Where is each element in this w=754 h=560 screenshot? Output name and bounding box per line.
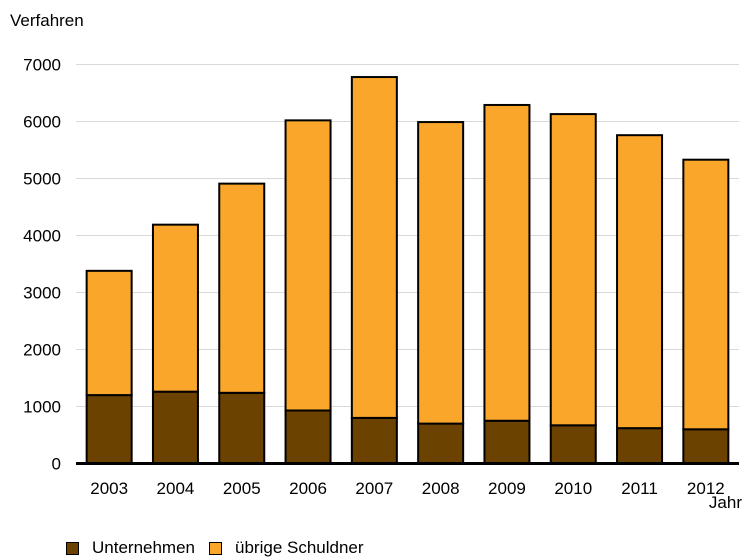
x-tick-label-2006: 2006 [289, 479, 327, 498]
bar-2003-series-1 [85, 269, 133, 397]
x-tick-label-2009: 2009 [488, 479, 526, 498]
bar-2012-series-1 [682, 158, 730, 431]
bar-2005-series-1 [218, 182, 266, 394]
y-tick-label-0: 0 [52, 455, 61, 474]
y-tick-label-4000: 4000 [23, 227, 61, 246]
legend-swatch-unternehmen [66, 541, 79, 555]
bar-2007-series-0 [350, 416, 398, 465]
bar-2011-series-0 [616, 427, 664, 465]
bar-2008-series-1 [417, 121, 465, 425]
bar-2006-series-0 [284, 409, 332, 465]
x-tick-label-2003: 2003 [90, 479, 128, 498]
bar-2011-series-1 [616, 134, 664, 430]
y-tick-label-5000: 5000 [23, 170, 61, 189]
y-tick-label-6000: 6000 [23, 113, 61, 132]
bar-2010-series-0 [549, 424, 597, 465]
legend-item-unternehmen: Unternehmen [66, 538, 195, 558]
x-tick-label-2005: 2005 [223, 479, 261, 498]
bar-2004-series-1 [151, 223, 199, 393]
legend-swatch-uebrige-schuldner [209, 541, 223, 555]
y-tick-label-7000: 7000 [23, 56, 61, 75]
bar-2009-series-0 [483, 419, 531, 465]
y-tick-labels: 0 1000 2000 3000 4000 5000 6000 7000 [23, 56, 61, 474]
legend-label-uebrige-schuldner: übrige Schuldner [235, 538, 364, 557]
x-tick-label-2011: 2011 [621, 479, 658, 498]
bar-2006-series-1 [284, 119, 332, 412]
bar-2004-series-0 [151, 390, 199, 465]
x-tick-label-2007: 2007 [355, 479, 393, 498]
x-tick-label-2004: 2004 [157, 479, 195, 498]
y-tick-label-3000: 3000 [23, 284, 61, 303]
bar-2012-series-0 [682, 428, 730, 465]
legend-label-unternehmen: Unternehmen [92, 538, 196, 557]
bar-2007-series-1 [350, 76, 398, 419]
y-tick-label-1000: 1000 [23, 398, 61, 417]
legend-item-uebrige-schuldner: übrige Schuldner [209, 538, 364, 558]
bars [85, 76, 730, 465]
bar-2003-series-0 [85, 394, 133, 465]
y-tick-label-2000: 2000 [23, 341, 61, 360]
x-tick-label-2010: 2010 [554, 479, 592, 498]
y-axis-title: Verfahren [10, 11, 84, 30]
x-axis-title: Jahr [709, 493, 742, 512]
bar-2008-series-0 [417, 422, 465, 465]
bar-2005-series-0 [218, 391, 266, 465]
x-tick-label-2008: 2008 [422, 479, 460, 498]
legend: Unternehmen übrige Schuldner [66, 538, 378, 558]
x-tick-labels: 2003 2004 2005 2006 2007 2008 2009 2010 2011 2012 [90, 479, 725, 498]
x-tick-label-2012: 2012 [687, 479, 725, 498]
bar-2010-series-1 [549, 113, 597, 427]
bar-2009-series-1 [483, 103, 531, 422]
